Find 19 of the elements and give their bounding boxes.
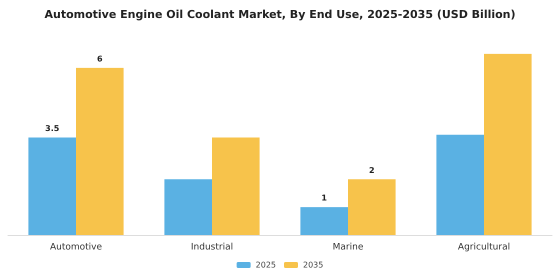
- bar: [28, 138, 76, 235]
- legend-label: 2035: [303, 260, 324, 270]
- bar: [300, 207, 348, 235]
- bar: [436, 134, 484, 235]
- data-label: 3.5: [45, 124, 60, 133]
- x-tick-label: Agricultural: [458, 242, 510, 252]
- bar: [484, 54, 532, 235]
- x-tick-label: Automotive: [50, 242, 102, 252]
- bar: [212, 138, 260, 235]
- bar: [164, 179, 212, 235]
- x-tick-label: Marine: [332, 242, 364, 252]
- data-label: 6: [97, 54, 104, 64]
- data-label: 1: [321, 194, 328, 203]
- bar: [348, 179, 396, 235]
- x-tick-label: Industrial: [190, 242, 234, 252]
- legend-label: 2025: [256, 260, 276, 270]
- bar: [76, 68, 124, 235]
- chart-title: Automotive Engine Oil Coolant Market, By End Use, 2025-2035 (USD Billion): [44, 8, 516, 21]
- data-label: 2: [369, 166, 375, 175]
